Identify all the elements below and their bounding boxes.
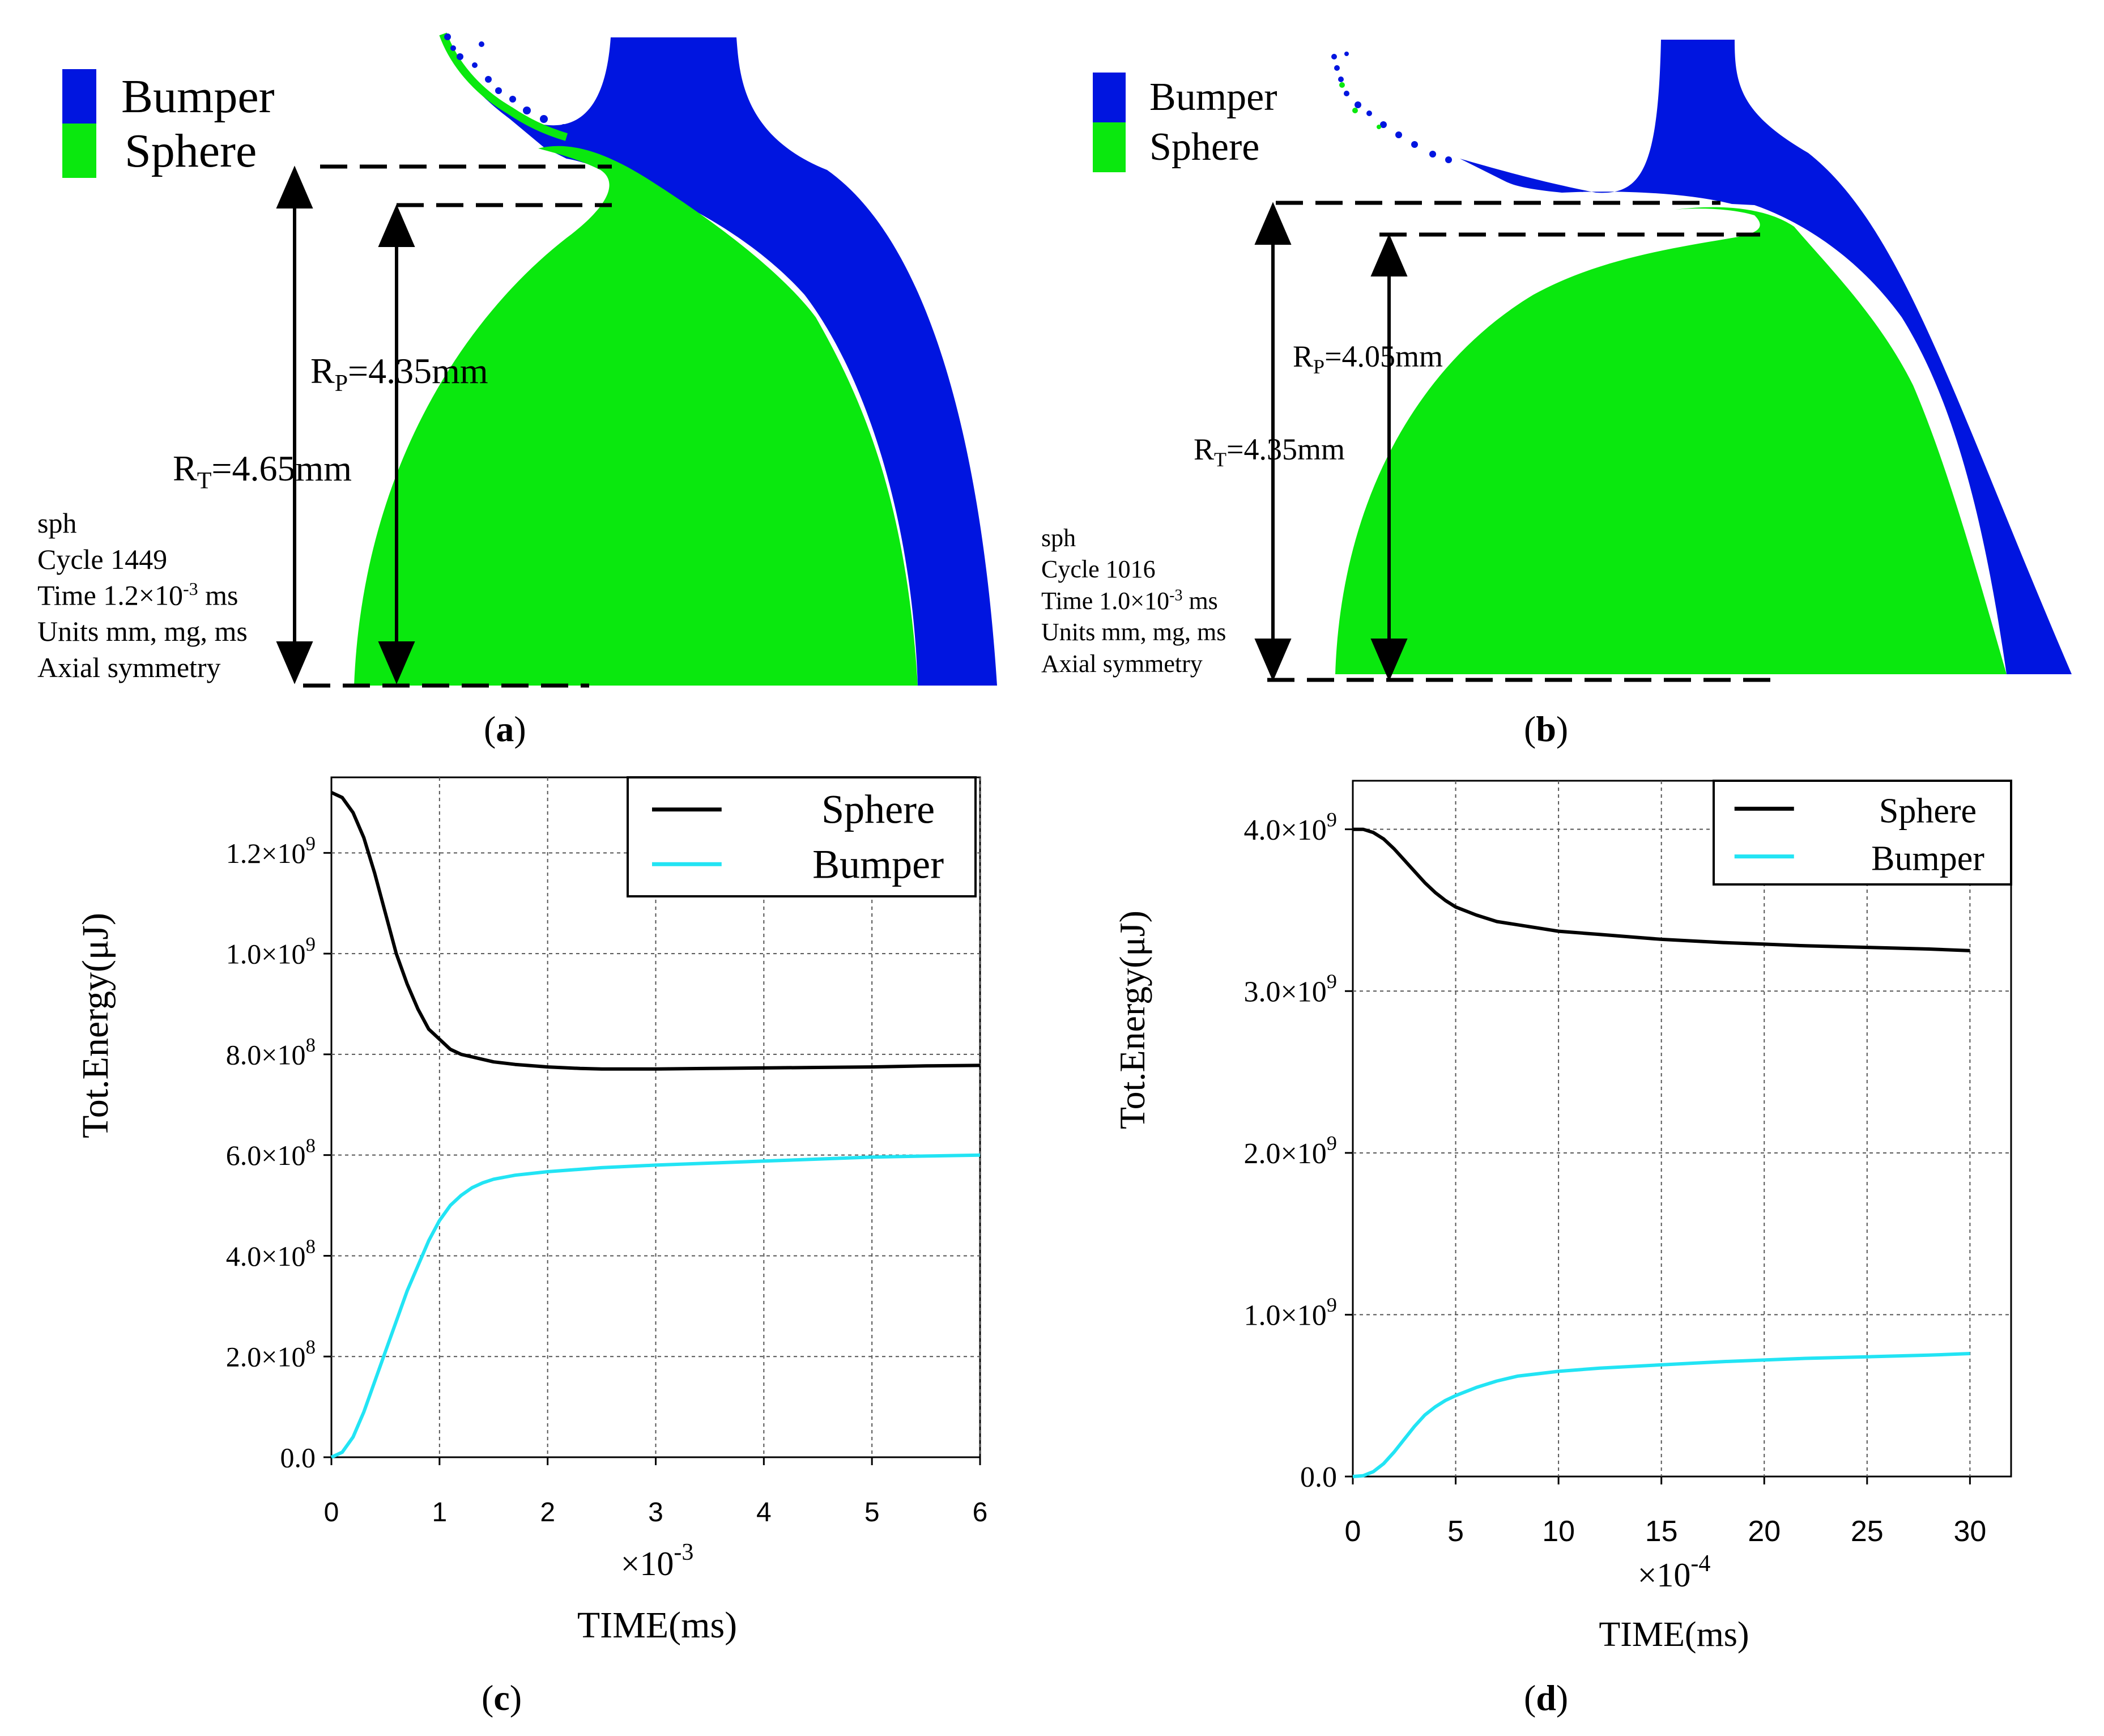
rt-arrow-a (276, 165, 313, 684)
x-tick-label-d: 10 (1542, 1515, 1575, 1548)
y-tick-label-d: 1.0×109 (1243, 1294, 1337, 1331)
y-tick-label-c: 2.0×108 (226, 1336, 316, 1373)
caption-c: (c) (482, 1678, 522, 1718)
rt-label-a: RT=4.65mm (173, 448, 352, 494)
x-tick-label-d: 30 (1953, 1515, 1986, 1548)
series-line-sphere-d (1353, 827, 1970, 952)
legend-a: Bumper Sphere (62, 69, 275, 178)
plot-area-c (330, 776, 981, 1458)
sim-info-a: sph Cycle 1449 Time 1.2×10-3 ms Units mm… (37, 507, 248, 683)
x-axis-title-d: TIME(ms) (1599, 1615, 1749, 1654)
y-tick-label-d: 2.0×109 (1243, 1132, 1337, 1170)
simulation-b-graphic (1254, 40, 2072, 682)
y-tick-label-c: 0.0 (280, 1442, 316, 1474)
rp-label-a: RP=4.35mm (310, 351, 488, 397)
legend-item-sphere-b: Sphere (1093, 122, 1277, 172)
x-tick-label-c: 1 (432, 1497, 447, 1527)
caption-a: (a) (484, 709, 526, 749)
x-tick-label-c: 2 (540, 1497, 555, 1527)
sphere-region-a (354, 146, 918, 686)
sphere-region-b (1335, 207, 2007, 675)
bumper-debris-a (444, 33, 567, 131)
x-tick-label-c: 4 (756, 1497, 772, 1527)
sphere-debris-b (1339, 82, 1381, 129)
legend-box-d (1713, 780, 2012, 886)
x-tick-label-c: 0 (324, 1497, 339, 1527)
y-tick-label-c: 1.2×109 (226, 832, 316, 869)
legend-label-sphere-d: Sphere (1879, 792, 1977, 830)
plot-area-d (1352, 780, 2012, 1478)
bumper-swatch-a (62, 69, 96, 124)
caption-b: (b) (1524, 709, 1569, 749)
x-tick-label-c: 5 (864, 1497, 880, 1527)
panel-b: Bumper Sphere RP=4.05mm RT=4.35mm sph Cy… (1041, 0, 2104, 754)
legend-label-bumper-d: Bumper (1871, 840, 1984, 878)
legend-label-sphere-b: Sphere (1149, 125, 1260, 169)
x-tick-label-c: 6 (973, 1497, 988, 1527)
sim-info-b-text: sph Cycle 1016 Time 1.0×10-3 ms Units mm… (1041, 524, 1226, 678)
y-tick-label-d: 3.0×109 (1243, 970, 1337, 1008)
bumper-region-b (1460, 40, 2072, 674)
sphere-debris-a (439, 32, 568, 141)
legend-item-sphere-a: Sphere (62, 124, 275, 178)
legend-label-sphere-a: Sphere (125, 124, 257, 177)
legend-label-bumper-c: Bumper (812, 841, 944, 887)
y-tick-label-c: 8.0×108 (226, 1034, 316, 1071)
legend-box-c (627, 776, 977, 897)
rp-label-b: RP=4.05mm (1293, 339, 1443, 378)
series-line-sphere-c (330, 790, 981, 1071)
series-line-bumper-d (1352, 1352, 1970, 1478)
bumper-debris-b (1331, 52, 1452, 163)
y-tick-label-d: 0.0 (1300, 1461, 1337, 1494)
panel-a: Bumper Sphere RP=4.35mm RT=4.65mm sph Cy… (0, 0, 1052, 754)
y-tick-label-c: 4.0×108 (226, 1235, 316, 1272)
x-tick-label-d: 20 (1748, 1515, 1781, 1548)
sphere-swatch-a (62, 124, 96, 178)
x-multiplier-d: ×10-4 (1638, 1551, 1711, 1594)
legend-label-bumper-a: Bumper (121, 70, 275, 123)
y-axis-title-d: Tot.Energy(μJ) (1112, 910, 1152, 1129)
x-axis-title-c: TIME(ms) (577, 1605, 737, 1646)
rp-arrow-a (378, 204, 415, 684)
rt-arrow-b (1254, 202, 1292, 682)
y-tick-label-c: 1.0×109 (226, 933, 316, 970)
legend-item-bumper-b: Bumper (1093, 73, 1277, 122)
series-line-bumper-c (330, 1153, 981, 1459)
rt-label-b: RT=4.35mm (1194, 432, 1345, 471)
x-tick-label-d: 15 (1645, 1515, 1678, 1548)
sphere-swatch-b (1093, 122, 1126, 172)
x-tick-label-d: 5 (1447, 1515, 1464, 1548)
y-tick-label-c: 6.0×108 (226, 1135, 316, 1172)
x-tick-label-d: 0 (1345, 1515, 1361, 1548)
legend-label-sphere-c: Sphere (821, 787, 935, 832)
y-axis-title-c: Tot.Energy(μJ) (75, 913, 116, 1138)
x-multiplier-c: ×10-3 (621, 1539, 694, 1582)
bumper-region-a (459, 37, 997, 686)
legend-item-bumper-a: Bumper (62, 69, 275, 124)
x-tick-label-c: 3 (648, 1497, 663, 1527)
rp-arrow-b (1370, 233, 1408, 682)
dimension-lines-a (303, 164, 612, 688)
caption-d: (d) (1524, 1678, 1569, 1718)
legend-label-bumper-b: Bumper (1149, 75, 1277, 119)
y-tick-label-d: 4.0×109 (1243, 808, 1337, 846)
bumper-swatch-b (1093, 73, 1126, 122)
x-tick-label-d: 25 (1851, 1515, 1884, 1548)
legend-b: Bumper Sphere (1093, 73, 1277, 172)
simulation-a-graphic (276, 32, 997, 688)
dimension-lines-b (1267, 201, 1777, 682)
